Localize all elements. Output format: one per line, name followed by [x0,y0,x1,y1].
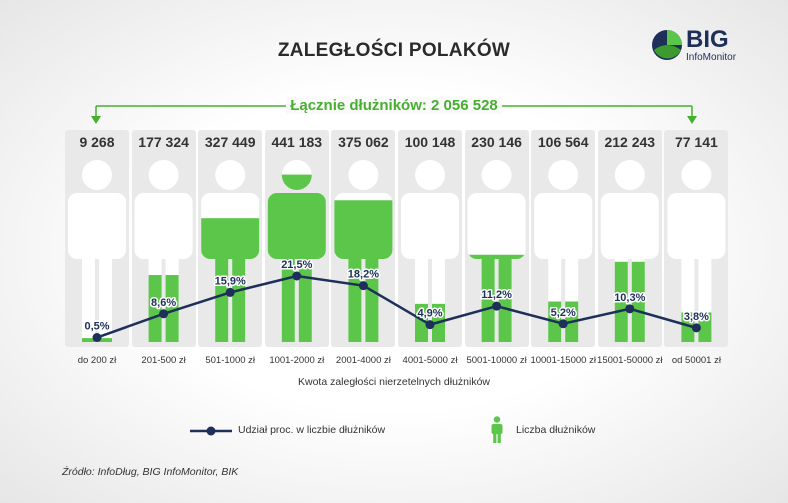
share-data-label: 8,6% [151,297,176,309]
share-data-label: 10,3% [614,292,645,304]
logo-subtitle: InfoMonitor [686,52,737,63]
debtor-count-label: 9 268 [79,134,115,150]
share-data-label: 15,9% [215,275,246,287]
category-tick-label: 10001-15000 zł [530,355,596,366]
category-tick-label: od 50001 zł [671,355,721,366]
person-figure-mark [334,160,393,342]
person-figure-mark [68,160,126,342]
legend-item-count: Liczba dłużników [490,416,620,444]
category-tick-label: 2001-4000 zł [335,355,391,366]
globe-icon [652,30,682,60]
share-data-point [691,323,701,333]
logo-name: BIG [686,26,729,53]
category-tick-label: 1001-2000 zł [269,355,325,366]
share-data-point [225,287,235,297]
share-data-label: 3,8% [684,311,709,323]
source-note: Źródło: InfoDług, BIG InfoMonitor, BIK [62,466,239,478]
share-data-point [558,319,568,329]
share-data-label: 11,2% [481,289,512,301]
category-tick-label: 15001-50000 zł [597,355,663,366]
debtor-count-label: 212 243 [604,134,656,150]
share-data-point [625,304,635,314]
share-data-label: 5,2% [551,307,576,319]
legend-count-label: Liczba dłużników [516,424,596,436]
share-data-point [159,309,169,319]
debtor-count-label: 100 148 [404,134,456,150]
total-debtors-label: Łącznie dłużników: 2 056 528 [0,97,788,114]
category-tick-label: 201-500 zł [141,355,186,366]
legend-line-icon [190,426,232,436]
legend-person-icon [491,416,503,443]
debtor-count-label: 441 183 [271,134,323,150]
legend-share-label: Udział proc. w liczbie dłużników [238,424,386,436]
share-data-point [492,301,502,311]
debtor-count-label: 177 324 [138,134,189,150]
person-figure-mark [201,160,260,342]
debtor-count-label: 327 449 [204,134,256,150]
x-axis-label: Kwota zaległości nierzetelnych dłużników [297,376,490,388]
debtor-count-label: 375 062 [338,134,389,150]
share-data-point [358,281,368,291]
share-data-label: 18,2% [348,269,379,281]
chart-title: ZALEGŁOŚCI POLAKÓW [277,40,511,61]
share-data-label: 0,5% [84,321,109,333]
category-tick-label: do 200 zł [77,355,117,366]
share-data-point [92,333,102,343]
legend-item-share: Udział proc. w liczbie dłużników [188,421,408,441]
category-tick-label: 5001-10000 zł [466,355,527,366]
category-tick-label: 4001-5000 zł [402,355,458,366]
share-data-label: 4,9% [417,308,442,320]
share-data-point [292,271,302,281]
debtor-count-label: 106 564 [537,134,589,150]
share-series-line [96,274,697,339]
debtor-count-label: 230 146 [471,134,522,150]
share-data-point [425,320,435,330]
person-figure-mark [267,160,326,342]
person-figure-mark [467,160,526,342]
share-data-label: 21,5% [281,259,312,271]
debtor-count-label: 77 141 [674,134,718,150]
category-tick-label: 501-1000 zł [205,355,256,366]
big-infomonitor-logo: BIG InfoMonitor [650,26,760,68]
